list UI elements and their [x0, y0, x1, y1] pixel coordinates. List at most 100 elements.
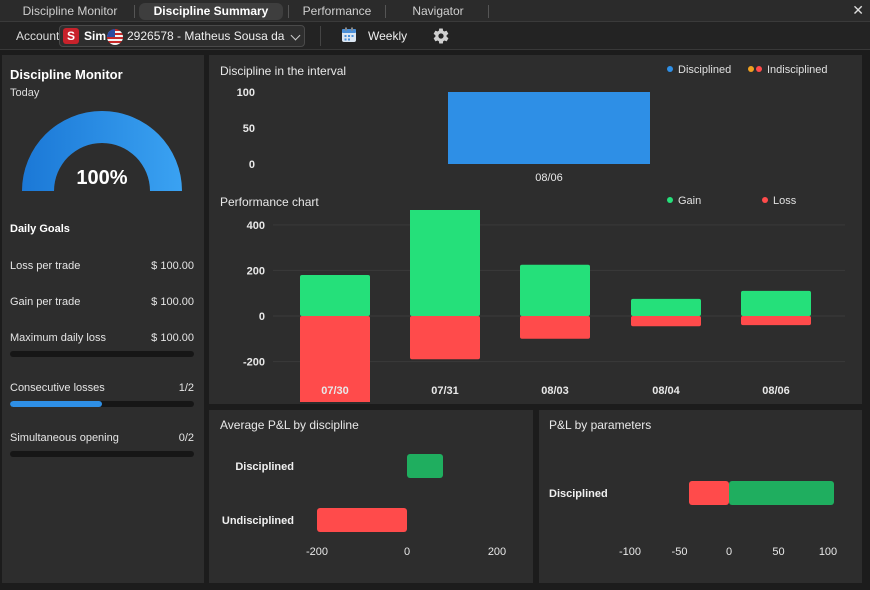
y-category-label: Undisciplined	[222, 515, 294, 527]
legend-loss: Loss	[762, 195, 796, 207]
tab-separator	[134, 5, 135, 18]
loss-bar	[300, 316, 370, 402]
avg-pl-chart: Disciplined Undisciplined -200 0 200	[222, 454, 506, 558]
disciplined-bar	[448, 92, 650, 164]
x-tick-label: 08/06	[762, 385, 790, 397]
x-tick-label: 07/30	[321, 385, 349, 397]
calendar-icon[interactable]	[341, 27, 357, 43]
close-icon[interactable]: ✕	[852, 2, 864, 18]
simultaneous-opening-progress	[10, 451, 194, 457]
tab-bar: Discipline Monitor Discipline Summary Pe…	[0, 0, 870, 22]
x-tick-label: -200	[306, 546, 328, 558]
max-daily-loss-progress	[10, 351, 194, 357]
loss-bar	[741, 316, 811, 326]
gain-bar	[520, 264, 590, 316]
discipline-gauge	[22, 111, 182, 191]
simultaneous-opening-label: Simultaneous opening	[10, 432, 119, 444]
x-tick-label: 08/06	[535, 172, 563, 184]
tab-performance[interactable]: Performance	[302, 4, 372, 18]
consecutive-losses-label: Consecutive losses	[10, 382, 105, 394]
legend-dot-red	[762, 197, 768, 203]
account-label: Account	[16, 29, 60, 43]
loss-per-trade-label: Loss per trade	[10, 260, 81, 272]
pl-parameters-chart: Disciplined -100 -50 0 50 100	[549, 481, 837, 558]
x-tick-label: -50	[672, 546, 688, 558]
max-daily-loss-value: $ 100.00	[151, 332, 194, 344]
sim-badge-icon: S	[63, 28, 79, 44]
monitor-title: Discipline Monitor	[10, 67, 123, 82]
legend-dot-red	[756, 66, 762, 72]
gain-bar	[410, 210, 480, 316]
x-tick-label: 100	[819, 546, 837, 558]
discipline-interval-chart: 100 50 0 08/06	[237, 87, 650, 184]
charts-panel: Discipline in the interval Disciplined I…	[209, 55, 862, 404]
pl-bar	[407, 454, 443, 478]
avg-pl-panel: Average P&L by discipline Disciplined Und…	[209, 410, 533, 583]
consecutive-losses-value: 1/2	[178, 382, 194, 394]
legend-indisciplined: Indisciplined	[748, 64, 828, 76]
loss-per-trade-value: $ 100.00	[151, 260, 194, 272]
gauge-value: 100%	[76, 167, 128, 189]
pl-parameters-title: P&L by parameters	[549, 418, 652, 432]
performance-chart: 8006004002000-200-40007/3007/3108/0308/0…	[243, 210, 845, 402]
y-category-label: Disciplined	[235, 461, 294, 473]
discipline-monitor-panel: Discipline Monitor Today 100% Daily Goal…	[2, 55, 204, 583]
x-tick-label: 08/03	[541, 385, 569, 397]
tab-discipline-monitor[interactable]: Discipline Monitor	[22, 4, 118, 18]
legend-dot-orange	[748, 66, 754, 72]
x-tick-label: 0	[726, 546, 732, 558]
y-tick-label: 400	[247, 220, 265, 232]
y-tick-label: 200	[247, 265, 265, 277]
daily-goals-title: Daily Goals	[10, 223, 70, 235]
consecutive-losses-progress	[10, 401, 194, 407]
account-type: Sim	[84, 29, 107, 43]
legend-dot-blue	[667, 66, 673, 72]
x-tick-label: 08/04	[652, 385, 680, 397]
monitor-subtitle: Today	[10, 87, 40, 99]
toolbar: Account S Sim 2926578 - Matheus Sousa da…	[0, 22, 870, 50]
toolbar-divider	[320, 26, 321, 46]
gain-bar	[300, 274, 370, 316]
gain-bar	[631, 298, 701, 316]
period-selector[interactable]: Weekly	[368, 29, 408, 43]
gain-bar	[741, 290, 811, 316]
x-tick-label: 200	[488, 546, 506, 558]
gain-per-trade-value: $ 100.00	[151, 296, 194, 308]
pl-segment-bar	[729, 481, 834, 505]
legend-dot-green	[667, 197, 673, 203]
simultaneous-opening-value: 0/2	[178, 432, 194, 444]
chevron-down-icon	[290, 30, 301, 41]
gain-per-trade-label: Gain per trade	[10, 296, 81, 308]
gear-icon[interactable]	[432, 27, 450, 45]
legend-gain: Gain	[667, 195, 701, 207]
y-tick-label: 0	[259, 311, 265, 323]
x-tick-label: 50	[772, 546, 784, 558]
tab-discipline-summary[interactable]: Discipline Summary	[139, 3, 283, 20]
x-tick-label: -100	[619, 546, 641, 558]
y-tick-label: 0	[249, 159, 255, 171]
y-category-label: Disciplined	[549, 488, 608, 500]
loss-bar	[520, 316, 590, 339]
tab-separator	[488, 5, 489, 18]
discipline-interval-title: Discipline in the interval	[220, 64, 347, 78]
tab-navigator[interactable]: Navigator	[412, 4, 464, 18]
loss-bar	[631, 316, 701, 327]
y-tick-label: -200	[243, 357, 265, 369]
y-tick-label: 50	[243, 123, 255, 135]
tab-separator	[385, 5, 386, 18]
performance-chart-title: Performance chart	[220, 195, 319, 209]
account-select[interactable]: S Sim 2926578 - Matheus Sousa da ...	[59, 25, 305, 47]
pl-parameters-panel: P&L by parameters Disciplined -100 -50 0 50 1…	[539, 410, 862, 583]
account-name: 2926578 - Matheus Sousa da ...	[127, 29, 285, 43]
max-daily-loss-label: Maximum daily loss	[10, 332, 106, 344]
tab-separator	[288, 5, 289, 18]
pl-bar	[317, 508, 407, 532]
pl-segment-bar	[689, 481, 729, 505]
avg-pl-title: Average P&L by discipline	[220, 418, 359, 432]
us-flag-icon	[107, 29, 123, 45]
y-tick-label: 100	[237, 87, 255, 99]
x-tick-label: 07/31	[431, 385, 459, 397]
legend-disciplined: Disciplined	[667, 64, 731, 76]
loss-bar	[410, 316, 480, 360]
x-tick-label: 0	[404, 546, 410, 558]
